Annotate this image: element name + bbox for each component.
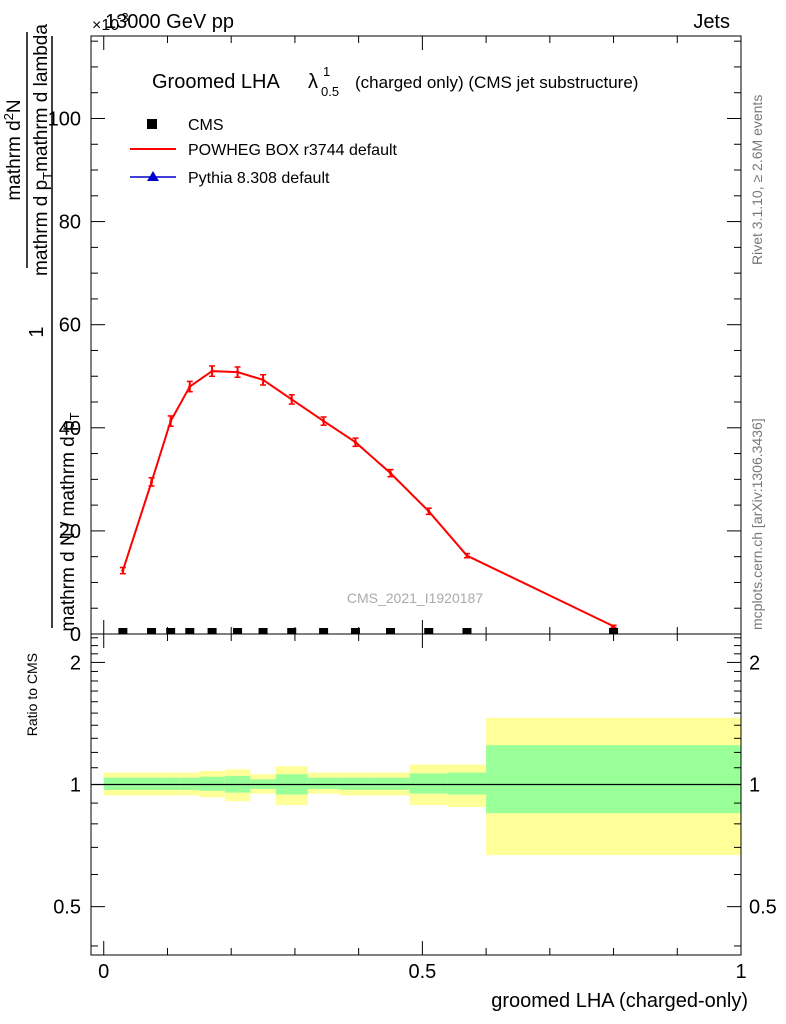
cms-data-point: [424, 628, 434, 634]
y-tick-label: 80: [59, 212, 81, 234]
ratio-y-tick-label-left: 0.5: [53, 897, 81, 919]
x-axis-label: groomed LHA (charged-only): [491, 990, 748, 1012]
y-label-numerator-one: 1: [26, 326, 48, 337]
title-lambda: λ: [308, 71, 318, 93]
y-label-denominator-one: mathrm d N / mathrm d pT: [58, 412, 82, 631]
ratio-green-band: [409, 773, 448, 794]
ratio-y-tick-label-left: 2: [70, 652, 81, 674]
ratio-axis-ticks: [91, 634, 742, 955]
cms-data-point: [350, 628, 360, 634]
ratio-green-band: [180, 777, 200, 790]
ratio-y-tick-label-right: 2: [749, 652, 760, 674]
cms-data-point: [147, 628, 157, 634]
powheg-point: [150, 480, 154, 484]
main-axis-ticks: [91, 36, 742, 635]
ratio-y-tick-label-right: 1: [749, 775, 760, 797]
title-sup: 1: [323, 64, 330, 79]
analysis-watermark: CMS_2021_I1920187: [347, 590, 483, 606]
ratio-green-band: [339, 777, 372, 790]
legend-cms-label: CMS: [188, 117, 224, 134]
cms-data-point: [185, 628, 195, 634]
ratio-green-band: [199, 776, 225, 791]
cms-data-point: [462, 628, 472, 634]
powheg-point: [290, 397, 294, 401]
y-tick-label: 100: [48, 108, 81, 130]
x-tick-label: 0: [98, 961, 109, 983]
y-tick-label: 40: [59, 418, 81, 440]
y-label-numerator-two: mathrm d2N: [1, 99, 25, 200]
plot-title: Groomed LHA λ 1 0.5 (charged only) (CMS …: [152, 64, 638, 99]
main-y-tick-labels: 0 20 40 60 80 100: [48, 108, 81, 646]
ratio-plot-frame: [90, 633, 742, 956]
ratio-bands-layer: [91, 717, 741, 856]
cms-data-point: [319, 628, 329, 634]
powheg-point: [236, 370, 240, 374]
legend-powheg-label: POWHEG BOX r3744 default: [188, 142, 398, 159]
y-label-denominator-two: mathrm d pTmathrm d lambda: [31, 24, 55, 276]
powheg-line: [121, 370, 614, 628]
ratio-tick-labels: 0.5 0.5 1 1 2 2 0 0.5 1: [53, 652, 777, 983]
y-tick-label: 0: [70, 624, 81, 646]
powheg-point: [427, 509, 431, 513]
main-data-layer: [118, 365, 619, 634]
ratio-y-tick-label-right: 0.5: [749, 897, 777, 919]
cms-data-point: [386, 628, 396, 634]
exponent-mark: ×10: [92, 17, 119, 34]
powheg-point: [261, 378, 265, 382]
title-sub: 0.5: [321, 84, 339, 99]
cms-data-point: [166, 628, 176, 634]
rivet-version-text: Rivet 3.1.10, ≥ 2.6M events: [749, 95, 765, 265]
mcplots-text: mcplots.cern.ch [arXiv:1306.3436]: [749, 418, 765, 630]
legend: CMS POWHEG BOX r3744 default Pythia 8.30…: [130, 117, 398, 187]
y-axis-label: 1 mathrm d N / mathrm d pT mathrm d2N ma…: [1, 24, 82, 632]
ratio-green-band: [161, 777, 181, 790]
x-tick-label: 0.5: [408, 961, 436, 983]
powheg-point: [389, 471, 393, 475]
powheg-point: [465, 554, 469, 558]
exponent-value: -3: [117, 10, 129, 25]
y-tick-label: 20: [59, 521, 81, 543]
legend-cms-marker: [147, 119, 157, 129]
x-tick-label: 1: [735, 961, 746, 983]
cms-data-point: [118, 628, 128, 634]
cms-data-point: [207, 628, 217, 634]
ratio-y-label: Ratio to CMS: [24, 653, 40, 736]
ratio-green-band: [307, 777, 340, 789]
ratio-green-band: [141, 777, 162, 790]
legend-pythia-label: Pythia 8.308 default: [188, 170, 330, 187]
cms-data-point: [258, 628, 268, 634]
y-tick-label: 60: [59, 315, 81, 337]
powheg-point: [169, 419, 173, 423]
powheg-point: [322, 419, 326, 423]
powheg-point: [210, 369, 214, 373]
header-energy: 13000 GeV pp: [105, 11, 234, 33]
legend-pythia-marker: [147, 171, 159, 181]
ratio-green-band: [371, 777, 410, 790]
cms-data-point: [609, 628, 619, 634]
cms-data-point: [233, 628, 243, 634]
powheg-point: [353, 440, 357, 444]
ratio-green-band: [447, 772, 487, 795]
cms-data-point: [287, 628, 297, 634]
header-process: Jets: [693, 11, 730, 33]
ratio-green-band: [103, 777, 142, 790]
ratio-y-tick-label-left: 1: [70, 775, 81, 797]
powheg-point: [188, 385, 192, 389]
powheg-point: [121, 569, 125, 573]
powheg-point: [612, 624, 616, 628]
title-rest: (charged only) (CMS jet substructure): [355, 73, 638, 92]
title-main: Groomed LHA: [152, 71, 280, 93]
ratio-green-band: [486, 745, 741, 814]
